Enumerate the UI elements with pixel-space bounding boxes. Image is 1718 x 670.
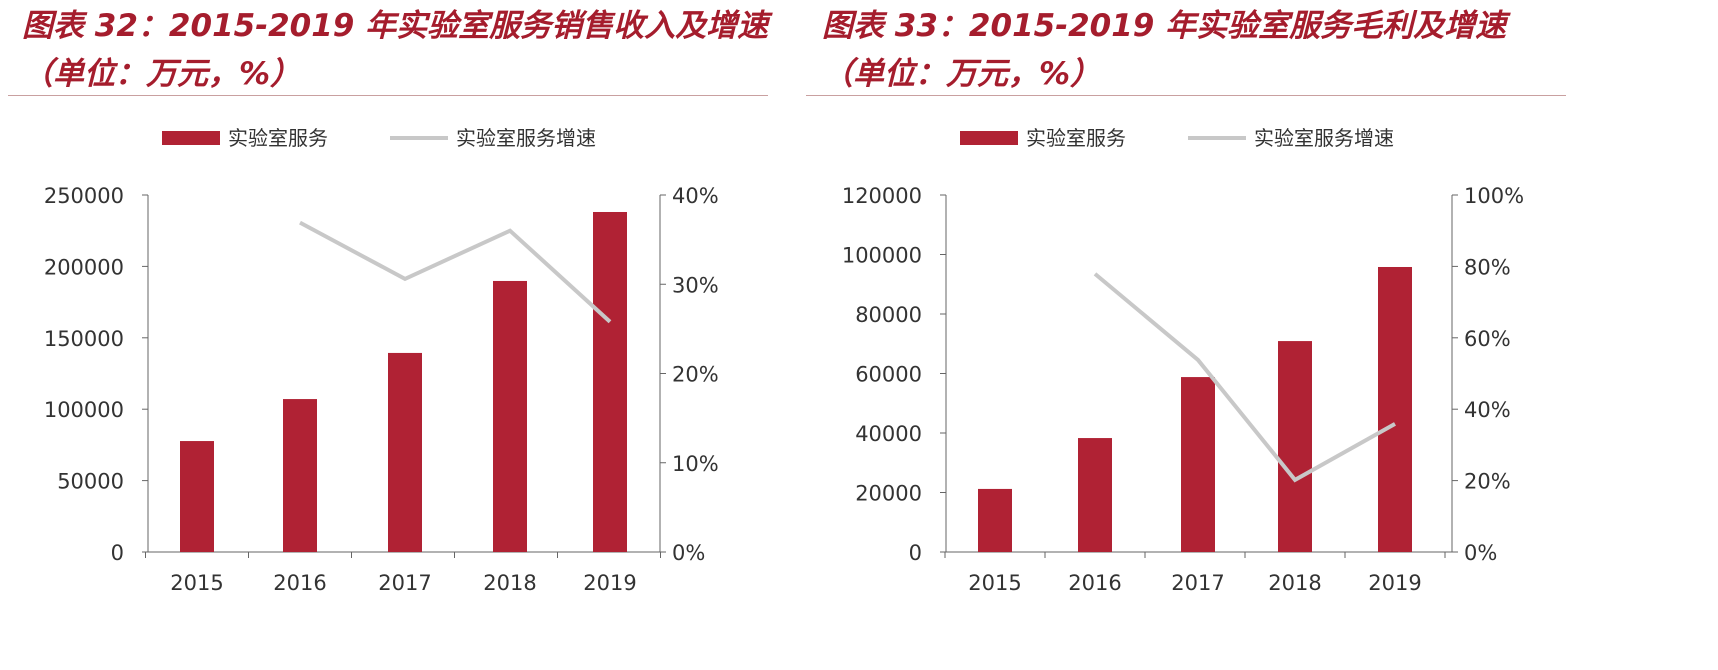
legend-line-label: 实验室服务增速 xyxy=(1254,126,1394,150)
bar-2017 xyxy=(1181,377,1215,552)
y2-tick-label: 100% xyxy=(1464,184,1524,208)
y2-tick-label: 40% xyxy=(1464,398,1511,422)
growth-line xyxy=(1093,272,1396,483)
legend-bar-swatch xyxy=(960,131,1018,145)
bar-2016 xyxy=(1078,438,1112,552)
chart-title-32: 图表 32：2015-2019 年实验室服务销售收入及增速（单位：万元，%） xyxy=(22,8,769,92)
x-tick-label: 2015 xyxy=(968,571,1021,595)
x-tick-label: 2016 xyxy=(273,571,326,595)
bar-2017 xyxy=(388,352,422,552)
y-tick-label: 150000 xyxy=(44,327,124,351)
y-tick-label: 200000 xyxy=(44,255,124,279)
y-tick-label: 0 xyxy=(111,541,124,565)
chart-title-33: 图表 33：2015-2019 年实验室服务毛利及增速（单位：万元，%） xyxy=(822,8,1507,92)
y2-tick-label: 0% xyxy=(672,541,705,565)
y-tick-label: 120000 xyxy=(842,184,922,208)
y2-tick-label: 20% xyxy=(672,363,719,387)
growth-line xyxy=(299,220,612,324)
title-divider xyxy=(8,95,768,96)
x-tick-label: 2019 xyxy=(583,571,636,595)
y-tick-label: 20000 xyxy=(855,482,922,506)
y-tick-label: 50000 xyxy=(57,470,124,494)
bar-2016 xyxy=(283,399,317,552)
y-tick-label: 40000 xyxy=(855,422,922,446)
x-tick-label: 2018 xyxy=(1268,571,1321,595)
y2-tick-label: 80% xyxy=(1464,255,1511,279)
y-tick-label: 250000 xyxy=(44,184,124,208)
x-tick-label: 2017 xyxy=(1171,571,1224,595)
bar-2015 xyxy=(180,441,214,552)
bar-2018 xyxy=(1278,341,1312,552)
legend-bar-label: 实验室服务 xyxy=(228,126,328,150)
x-tick-label: 2019 xyxy=(1368,571,1421,595)
y-tick-label: 100000 xyxy=(44,398,124,422)
bar-2015 xyxy=(978,488,1012,552)
y2-tick-label: 10% xyxy=(672,452,719,476)
y-tick-label: 100000 xyxy=(842,244,922,268)
bar-2019 xyxy=(1378,266,1412,552)
y-tick-label: 0 xyxy=(909,541,922,565)
y2-tick-label: 0% xyxy=(1464,541,1497,565)
bar-2019 xyxy=(593,211,627,552)
y2-tick-label: 30% xyxy=(672,273,719,297)
x-tick-label: 2016 xyxy=(1068,571,1121,595)
y-tick-label: 60000 xyxy=(855,363,922,387)
bar-2018 xyxy=(493,280,527,552)
y2-tick-label: 60% xyxy=(1464,327,1511,351)
y2-tick-label: 40% xyxy=(672,184,719,208)
legend-bar-label: 实验室服务 xyxy=(1026,126,1126,150)
title-divider xyxy=(806,95,1566,96)
legend-bar-swatch xyxy=(162,131,220,145)
y-tick-label: 80000 xyxy=(855,303,922,327)
x-tick-label: 2018 xyxy=(483,571,536,595)
x-tick-label: 2017 xyxy=(378,571,431,595)
y2-tick-label: 20% xyxy=(1464,470,1511,494)
legend-line-label: 实验室服务增速 xyxy=(456,126,596,150)
x-tick-label: 2015 xyxy=(170,571,223,595)
